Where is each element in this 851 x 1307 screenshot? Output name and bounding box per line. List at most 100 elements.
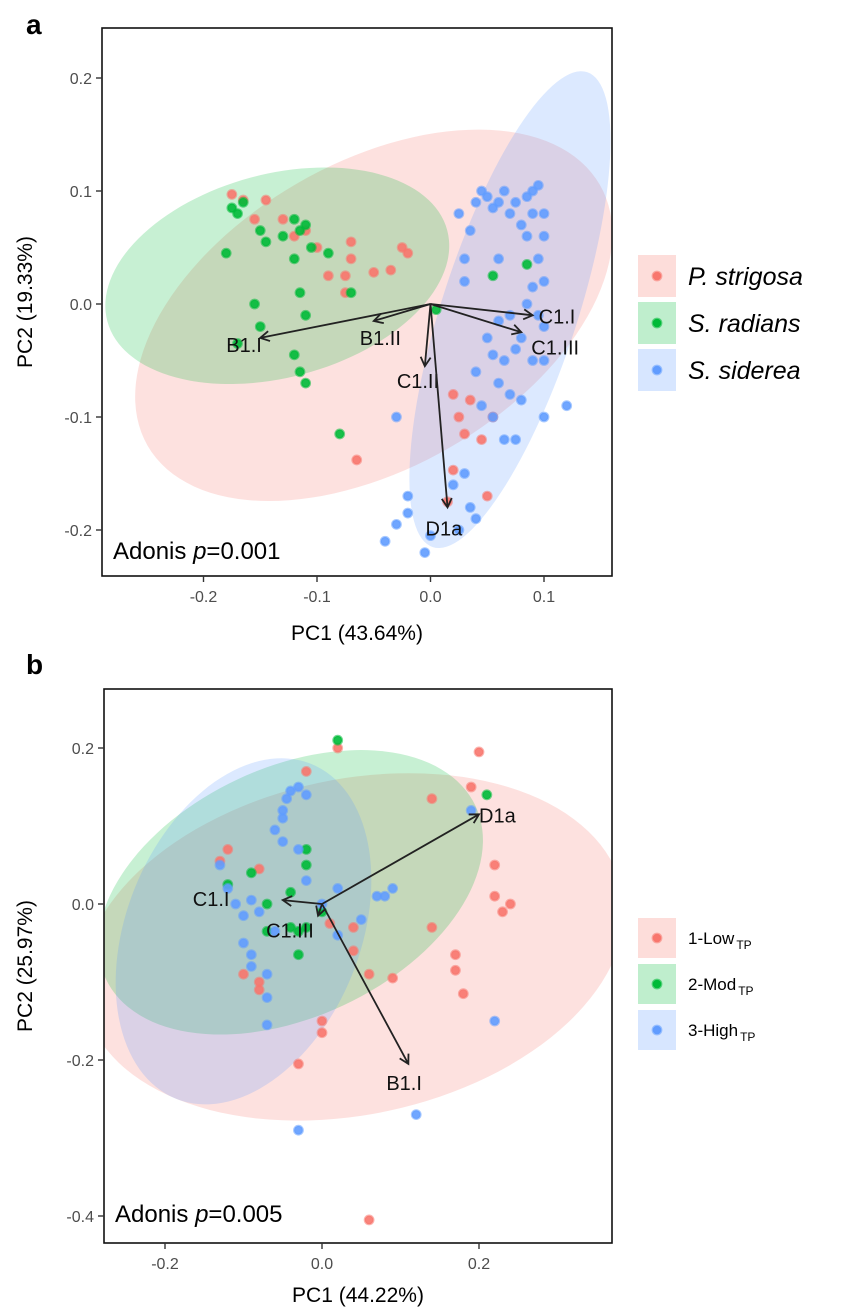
panel-a-series-1-point	[260, 194, 272, 206]
panel-b-series-2-point	[285, 886, 297, 898]
panel-a-series-3-point	[510, 196, 522, 208]
panel-a-series-3-point	[476, 400, 487, 412]
panel-a-series-3-point	[470, 196, 482, 208]
panel-a-series-2-point	[345, 287, 357, 299]
panel-a-series-3-point	[425, 530, 436, 542]
panel-b-series-3-point	[277, 836, 289, 847]
panel-a-series-1-point	[345, 236, 357, 248]
panel-b-series-3-point	[300, 789, 312, 801]
panel-a-series-3-point	[481, 332, 493, 344]
panel-a: a B1.I B1.II C1.I C1.III C1.II D1a -0.2 -0.1 0.…	[14, 9, 803, 645]
panel-b-series-2-point	[300, 922, 312, 933]
panel-b-label: b	[26, 649, 43, 680]
panel-a-series-2-point	[294, 366, 306, 378]
panel-a-series-3-point	[538, 208, 550, 220]
panel-a-series-3-point	[527, 355, 539, 366]
panel-a-series-3-point	[538, 230, 550, 242]
panel-a-legend-label: S. radians	[688, 310, 801, 338]
panel-a-series-1-point	[481, 490, 493, 502]
panel-a-series-3-point	[527, 208, 539, 220]
panel-b-series-3-point	[269, 824, 281, 836]
panel-b-y-tick-label: 0.0	[72, 897, 94, 914]
panel-a-y-tick-label: 0.2	[70, 71, 92, 88]
panel-b-x-tick-label: 0.0	[311, 1256, 333, 1273]
panel-a-legend-marker	[651, 270, 663, 282]
panel-a-series-1-point	[277, 213, 289, 225]
panel-a-series-2-point	[232, 208, 243, 220]
panel-a-ellipse-2	[105, 167, 450, 385]
panel-b-series-1-point	[489, 859, 501, 871]
panel-a-series-3-point	[391, 518, 402, 530]
panel-b-plot-area: D1a B1.I C1.I C1.III	[104, 734, 612, 1226]
panel-a-x-tick-label: -0.1	[303, 589, 331, 606]
panel-a-series-3-point	[510, 434, 522, 446]
panel-a-series-1-point	[476, 434, 487, 446]
panel-a-series-2-point	[249, 298, 260, 310]
panel-b-series-3-point	[261, 968, 273, 980]
panel-a-series-3-point	[504, 389, 516, 400]
panel-a-series-2-point	[305, 242, 317, 253]
panel-a-series-3-point	[481, 191, 493, 203]
panel-b-series-1-point	[489, 890, 501, 902]
panel-a-series-3-point	[532, 253, 544, 265]
panel-b-legend-marker	[651, 932, 663, 944]
panel-a-series-3-point	[538, 355, 550, 366]
panel-a-loading-arrow	[258, 303, 431, 342]
panel-b-loading-label: B1.I	[386, 1073, 422, 1095]
panel-a-loading-label: C1.III	[531, 337, 579, 359]
panel-b-legend-marker	[651, 978, 663, 990]
panel-b-series-3-point	[238, 937, 249, 949]
panel-a-series-2-point	[254, 321, 266, 333]
panel-a-series-3-point	[521, 298, 533, 310]
panel-a-series-3-point	[498, 434, 510, 446]
panel-a-loading-label: B1.II	[360, 328, 401, 350]
panel-a-series-3-point	[470, 366, 482, 378]
panel-a-series-3-point	[515, 332, 527, 344]
panel-b-y-axis-title: PC2 (25.97%)	[14, 900, 37, 1032]
panel-a-series-3-point	[402, 507, 414, 519]
panel-b-series-1-point	[465, 781, 477, 793]
panel-a-ellipse-3	[409, 71, 611, 549]
panel-b-series-3-point	[238, 910, 249, 922]
panel-a-series-3-point	[493, 377, 505, 389]
panel-b-legend: 1-Low TP 2-Mod TP 3-High TP	[638, 918, 755, 1050]
panel-b-loading-label: C1.III	[266, 921, 314, 943]
panel-a-frame	[101, 27, 613, 577]
panel-a-series-2-point	[254, 225, 266, 236]
panel-a-series-3-point	[515, 219, 527, 231]
panel-b-y-tick-label: 0.2	[72, 741, 94, 758]
panel-a-series-2-point	[260, 236, 272, 248]
panel-a-x-tick-label: 0.1	[533, 589, 555, 606]
panel-a-series-1-point	[322, 270, 334, 282]
panel-a-legend-label: S. siderea	[688, 357, 801, 385]
panel-a-x-tick-label: 0.0	[419, 589, 441, 606]
panel-b-series-3-point	[261, 1019, 273, 1031]
panel-a-legend-marker	[651, 364, 663, 376]
panel-b-loading-arrow	[315, 903, 327, 918]
panel-a-y-tick-label: 0.0	[70, 297, 92, 314]
panel-a-series-2-point	[237, 196, 249, 208]
panel-a-loading-arrow	[429, 303, 453, 510]
panel-b-series-1-point	[497, 906, 508, 918]
panel-b-legend-label: 2-Mod TP	[688, 975, 754, 998]
panel-b-series-3-point	[300, 875, 312, 886]
panel-a-series-1-point	[249, 213, 260, 225]
panel-b-series-3-point	[293, 781, 304, 793]
panel-a-series-2-point	[288, 349, 300, 361]
panel-b-series-1-point	[363, 968, 375, 980]
panel-b-series-3-point	[222, 883, 234, 894]
panel-b-series-1-point	[473, 746, 485, 758]
panel-a-series-3-point	[447, 479, 459, 491]
panel-a-series-1-point	[447, 464, 459, 476]
panel-a-adonis-annotation: Adonis p=0.001	[113, 538, 281, 565]
panel-a-series-3-point	[493, 253, 505, 265]
panel-a-series-3-point	[538, 411, 550, 423]
panel-b-x-tick-label: -0.2	[151, 1256, 179, 1273]
panel-b-series-3-point	[277, 812, 289, 824]
panel-a-series-2-point	[322, 247, 334, 259]
panel-a-series-3-point	[419, 547, 431, 558]
panel-b-loading-label: C1.I	[193, 889, 230, 911]
panel-a-series-2-point	[300, 309, 312, 321]
panel-a-series-3-point	[504, 208, 516, 220]
